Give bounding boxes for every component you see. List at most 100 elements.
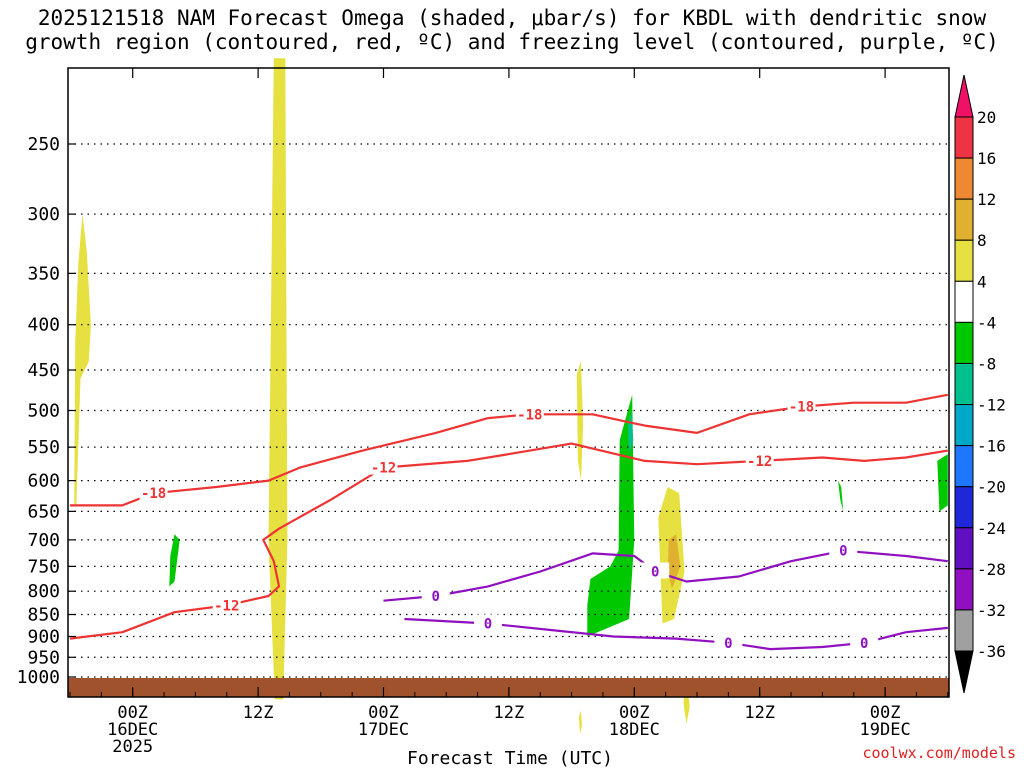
ascent-area-1 <box>74 214 91 506</box>
colorbar-box-1 <box>954 157 974 200</box>
x-tick-label-1-0: 12Z <box>243 703 274 723</box>
y-tick-label-350: 350 <box>27 263 60 284</box>
colorbar-label-8: -16 <box>977 437 1006 456</box>
colorbar-arrow-bottom <box>954 650 974 694</box>
chart-title-line2: growth region (contoured, red, ºC) and f… <box>25 30 999 54</box>
freezing-level-0-contour-lower-label-0: 0 <box>484 616 492 632</box>
ascent-area-5 <box>576 361 584 481</box>
y-tick-label-450: 450 <box>27 360 60 381</box>
descent-area-5 <box>937 454 948 512</box>
colorbar-label-0: 20 <box>977 108 996 127</box>
colorbar-label-5: -4 <box>977 313 996 332</box>
dgz-minus18-contour-label-2: -18 <box>789 400 814 416</box>
colorbar-label-12: -32 <box>977 601 1006 620</box>
colorbar-box-10 <box>954 527 974 570</box>
y-tick-label-900: 900 <box>27 626 60 647</box>
colorbar-box-2 <box>954 198 974 241</box>
freezing-level-0-contour-lower-label-bg-0 <box>474 614 502 631</box>
colorbar-box-11 <box>954 568 974 611</box>
dgz-minus12-contour <box>69 442 948 640</box>
colorbar-box-0 <box>954 116 974 159</box>
y-tick-label-750: 750 <box>27 556 60 577</box>
colorbar-label-10: -24 <box>977 519 1006 538</box>
ascent-area-7 <box>667 534 681 589</box>
descent-area-3 <box>169 534 180 587</box>
colorbar-label-7: -12 <box>977 396 1006 415</box>
y-tick-label-550: 550 <box>27 437 60 458</box>
y-tick-label-650: 650 <box>27 501 60 522</box>
y-tick-label-1000: 1000 <box>17 667 60 688</box>
y-tick-label-250: 250 <box>27 134 60 155</box>
dgz-minus18-contour-label-bg-1 <box>515 405 544 422</box>
x-tick-label-2-0: 00Z <box>368 703 399 723</box>
freezing-level-0-contour-lower-label-1: 0 <box>724 636 732 652</box>
y-tick-label-950: 950 <box>27 647 60 668</box>
x-tick-label-3-0: 12Z <box>494 703 525 723</box>
colorbar-box-4 <box>954 280 974 323</box>
y-tick-label-600: 600 <box>27 471 60 492</box>
x-tick-label-6-1: 19DEC <box>860 720 911 740</box>
freezing-level-0-contour-label-bg-1 <box>641 562 670 579</box>
colorbar-box-5 <box>954 321 974 364</box>
y-axis: 2503003504004505005506006507007508008509… <box>17 134 76 688</box>
colorbar-label-1: 16 <box>977 149 996 168</box>
omega-shading-layer <box>74 58 948 735</box>
dgz-minus18-contour <box>70 393 949 507</box>
x-tick-label-0-0: 00Z <box>117 703 148 723</box>
grid-lines <box>68 143 949 678</box>
y-tick-label-800: 800 <box>27 581 60 602</box>
colorbar-label-6: -8 <box>977 354 996 373</box>
dgz-minus12-contour-label-1: -12 <box>371 461 396 477</box>
ascent-area-2 <box>268 58 288 700</box>
y-tick-label-500: 500 <box>27 401 60 422</box>
freezing-level-0-contour-label-bg-2 <box>829 541 858 558</box>
plot-frame <box>67 67 950 698</box>
descent-area-2 <box>838 480 844 512</box>
y-tick-label-400: 400 <box>27 315 60 336</box>
colorbar: 20 16 12 8 4 -4 -8 -12 -16 -20 -24 -28 -32 -36 <box>954 74 1006 694</box>
x-tick-label-6-0: 00Z <box>870 703 901 723</box>
dgz-minus18-contour-label-bg-0 <box>139 484 168 501</box>
dgz-minus12-contour-label-bg-1 <box>369 458 398 475</box>
colorbar-label-4: 4 <box>977 272 987 291</box>
dgz-minus18-contour-label-0: -18 <box>141 486 166 502</box>
freezing-level-0-contour-label-bg-0 <box>421 586 450 603</box>
x-tick-label-4-0: 00Z <box>619 703 650 723</box>
colorbar-box-8 <box>954 445 974 488</box>
colorbar-box-9 <box>954 486 974 529</box>
x-tick-label-4-1: 18DEC <box>609 720 660 740</box>
dgz-minus12-contour-label-0: -12 <box>214 598 239 614</box>
ascent-area-3 <box>578 710 582 735</box>
x-tick-label-0-2: 2025 <box>112 737 153 757</box>
colorbar-label-13: -36 <box>977 642 1006 661</box>
freezing-level-0-contour-label-1: 0 <box>651 564 659 580</box>
descent-area-1 <box>587 394 635 637</box>
colorbar-label-3: 8 <box>977 231 987 250</box>
freezing-level-0-contour-lower-label-bg-2 <box>850 633 879 650</box>
x-axis-label: Forecast Time (UTC) <box>407 748 613 768</box>
y-tick-label-700: 700 <box>27 530 60 551</box>
freezing-level-0-contour-label-0: 0 <box>432 589 440 605</box>
freezing-level-0-contour-lower-label-bg-1 <box>714 633 743 650</box>
contour-layer: -12 -12 -12 -18 -18 -18 0 0 0 0 0 0 <box>69 393 949 652</box>
chart-title: 2025121518 NAM Forecast Omega (shaded, μ… <box>0 6 1024 54</box>
dgz-minus18-contour-label-1: -18 <box>517 407 542 423</box>
x-tick-label-5-0: 12Z <box>744 703 775 723</box>
dgz-minus12-contour-label-bg-2 <box>745 451 774 468</box>
y-tick-label-300: 300 <box>27 204 60 225</box>
y-tick-label-850: 850 <box>27 605 60 626</box>
colorbar-label-9: -20 <box>977 478 1006 497</box>
freezing-level-0-contour-lower-label-2: 0 <box>860 636 868 652</box>
credit-text: coolwx.com/models <box>862 744 1016 762</box>
dgz-minus18-contour-label-bg-2 <box>787 397 816 414</box>
dgz-minus12-contour-label-2: -12 <box>747 454 772 470</box>
colorbar-box-12 <box>954 609 974 652</box>
colorbar-box-3 <box>954 239 974 282</box>
colorbar-label-11: -28 <box>977 560 1006 579</box>
dgz-minus12-contour-label-bg-0 <box>212 596 241 613</box>
x-tick-label-2-1: 17DEC <box>358 720 409 740</box>
colorbar-arrow-top <box>954 74 974 118</box>
freezing-level-0-contour-label-2: 0 <box>839 544 847 560</box>
